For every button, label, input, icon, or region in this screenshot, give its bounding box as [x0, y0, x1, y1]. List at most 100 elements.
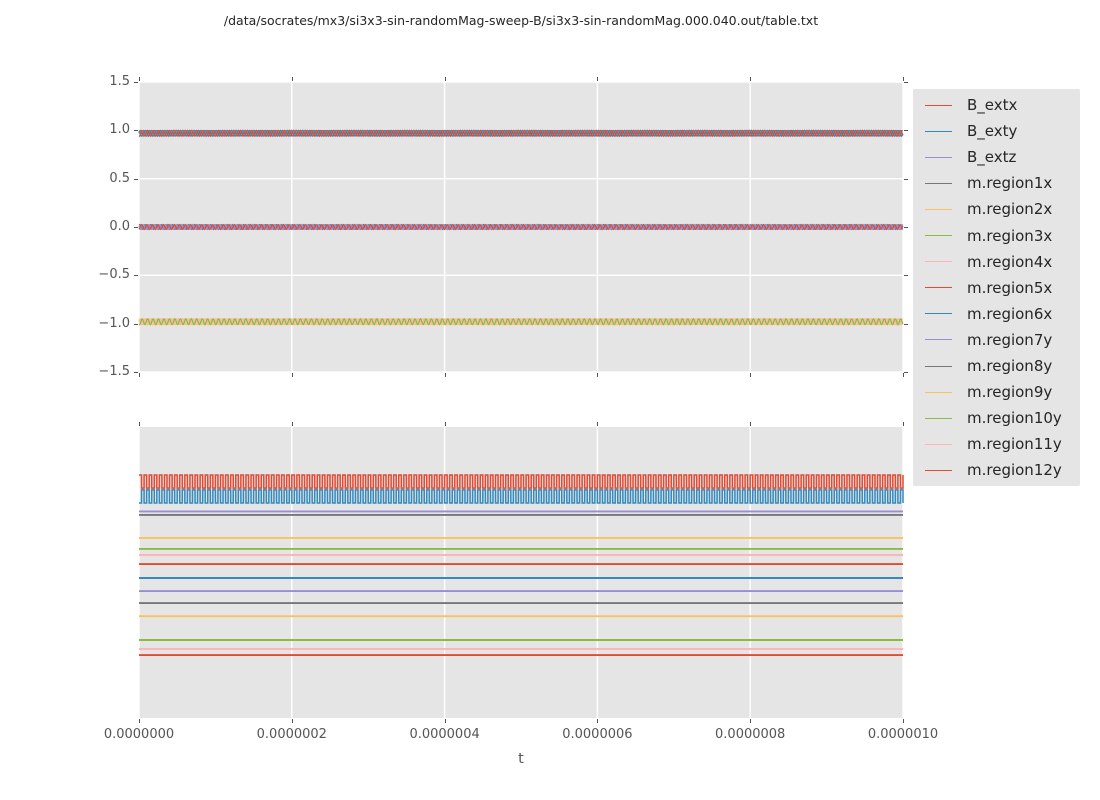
x-tick-label: 0.0000010 [867, 727, 939, 742]
tick-mark [903, 77, 904, 81]
y-tick-label: 0.0 [109, 219, 130, 234]
legend-item-label: m.region6x [967, 304, 1053, 323]
legend-item-label: m.region2x [967, 200, 1053, 219]
tick-mark [292, 373, 293, 377]
legend-line-sample [925, 339, 952, 341]
x-tick-label: 0.0000002 [256, 727, 327, 742]
tick-mark [904, 82, 908, 83]
y-tick-label: 1.5 [109, 74, 130, 89]
tick-mark [134, 324, 138, 325]
legend-line-sample [925, 391, 952, 393]
y-tick-label: −1.5 [98, 364, 130, 379]
tick-mark [134, 82, 138, 83]
series-line-m.region3x [138, 317, 904, 326]
tick-mark [904, 275, 908, 276]
legend-line-sample [925, 182, 952, 184]
bottom-subplot [138, 427, 904, 718]
series-line-m.region5x [138, 129, 904, 138]
tick-mark [445, 422, 446, 426]
legend-item: m.region10y [913, 405, 1062, 431]
tick-mark [904, 179, 908, 180]
tick-mark [445, 373, 446, 377]
legend-item: m.region9y [913, 379, 1052, 405]
tick-mark [134, 372, 138, 373]
legend-item-label: m.region5x [967, 278, 1053, 297]
legend-line-sample [925, 104, 952, 106]
tick-mark [139, 77, 140, 81]
legend-line-sample [925, 443, 952, 445]
tick-mark [750, 373, 751, 377]
legend-item-label: m.region12y [967, 461, 1062, 480]
tick-mark [904, 227, 908, 228]
legend-line-sample [925, 313, 952, 315]
x-tick-label: 0.0000004 [409, 727, 480, 742]
legend-line-sample [925, 261, 952, 263]
legend-item: m.region4x [913, 249, 1052, 275]
tick-mark [903, 373, 904, 377]
tick-mark [597, 77, 598, 81]
legend-line-sample [925, 130, 952, 132]
series-line-m.region4x [138, 317, 903, 326]
tick-mark [750, 719, 751, 723]
top-subplot [138, 81, 904, 373]
legend-item-label: m.region1x [967, 174, 1053, 193]
legend-line-sample [925, 365, 952, 367]
legend-item: B_exty [913, 118, 1017, 144]
tick-mark [445, 719, 446, 723]
series-line-B_extx [139, 474, 904, 489]
tick-mark [904, 130, 908, 131]
legend-line-sample [925, 208, 952, 210]
tick-mark [903, 719, 904, 723]
tick-mark [139, 719, 140, 723]
legend: B_extx B_exty B_extz m.region1x m.region2x m.… [913, 89, 1080, 486]
y-tick-label: −1.0 [98, 315, 130, 331]
tick-mark [134, 179, 138, 180]
legend-item-label: m.region10y [967, 409, 1062, 428]
y-tick-label: 1.0 [109, 122, 130, 138]
series-line-B_extx [138, 223, 904, 231]
x-tick-label: 0.0000008 [715, 727, 786, 742]
x-axis-label: t [518, 751, 524, 767]
legend-item-label: m.region3x [967, 226, 1053, 245]
legend-item: m.region12y [913, 457, 1062, 483]
bottom-subplot-canvas [138, 427, 904, 718]
tick-mark [134, 275, 138, 276]
tick-mark [904, 324, 908, 325]
tick-mark [134, 227, 138, 228]
figure-title: /data/socrates/mx3/si3x3-sin-randomMag-s… [223, 13, 819, 28]
x-tick-label: 0.0000000 [103, 727, 175, 742]
tick-mark [597, 422, 598, 426]
legend-item: m.region8y [913, 353, 1052, 379]
tick-mark [292, 719, 293, 723]
y-tick-label: 0.5 [109, 170, 130, 186]
x-tick-label: 0.0000006 [562, 727, 633, 742]
legend-line-sample [925, 156, 952, 158]
tick-mark [445, 77, 446, 81]
legend-item: m.region11y [913, 431, 1062, 457]
tick-mark [139, 422, 140, 426]
tick-mark [750, 422, 751, 426]
tick-mark [134, 130, 138, 131]
legend-item-label: m.region4x [967, 252, 1053, 271]
top-subplot-canvas [138, 81, 904, 373]
legend-item: m.region5x [913, 275, 1052, 301]
legend-line-sample [925, 469, 952, 471]
tick-mark [139, 373, 140, 377]
legend-item: m.region3x [913, 223, 1052, 249]
legend-item-label: B_exty [967, 122, 1018, 141]
tick-mark [597, 719, 598, 723]
legend-item: B_extz [913, 144, 1016, 170]
legend-item-label: m.region11y [967, 435, 1062, 454]
series-line-m.region6x [138, 129, 903, 138]
legend-item: B_extx [913, 92, 1017, 118]
tick-mark [292, 422, 293, 426]
legend-item: m.region6x [913, 301, 1052, 327]
legend-item: m.region2x [913, 196, 1052, 222]
tick-mark [597, 373, 598, 377]
legend-item-label: B_extx [967, 96, 1018, 114]
legend-line-sample [925, 287, 952, 289]
legend-item: m.region7y [913, 327, 1052, 353]
legend-line-sample [925, 235, 952, 236]
tick-mark [750, 77, 751, 81]
